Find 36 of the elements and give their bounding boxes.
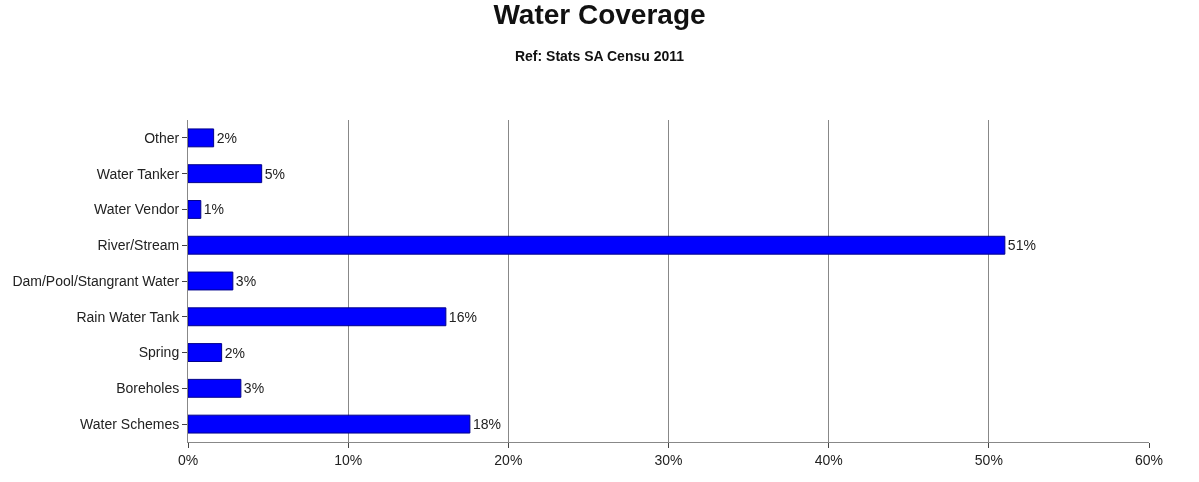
- data-label: 5%: [264, 165, 285, 182]
- bar: [188, 235, 1006, 255]
- data-label: 2%: [224, 344, 245, 361]
- x-tick-label: 20%: [494, 451, 523, 468]
- bar: [188, 271, 234, 291]
- x-tick-label: 0%: [177, 451, 199, 468]
- y-tick-label: Dam/Pool/Stangrant Water: [12, 272, 180, 289]
- data-label: 3%: [235, 273, 257, 289]
- bar: [188, 307, 447, 327]
- y-tick-label: Spring: [138, 344, 180, 361]
- bar: [188, 414, 471, 434]
- data-label: 2%: [216, 129, 237, 146]
- y-tick-label: Water Vendor: [94, 201, 180, 218]
- data-label: 1%: [203, 201, 225, 218]
- bar: [188, 343, 223, 362]
- x-tick-label: 50%: [974, 451, 1003, 468]
- data-label: 51%: [1007, 237, 1036, 254]
- bar: [188, 128, 215, 148]
- bar: [188, 378, 242, 398]
- x-tick-label: 40%: [814, 451, 843, 468]
- bar: [188, 164, 263, 184]
- y-tick-label: Rain Water Tank: [76, 308, 181, 325]
- data-label: 18%: [472, 416, 501, 433]
- y-tick-label: Other: [144, 129, 180, 146]
- data-label: 16%: [448, 308, 477, 325]
- x-tick-label: 10%: [334, 451, 363, 468]
- y-tick-label: Water Tanker: [96, 165, 180, 182]
- bar: [188, 200, 202, 219]
- chart-subtitle: Ref: Stats SA Censu 2011: [514, 47, 685, 64]
- x-tick-label: 60%: [1134, 451, 1164, 468]
- y-tick-label: Water Schemes: [80, 416, 180, 433]
- x-tick-label: 30%: [654, 451, 683, 468]
- chart-title: Water Coverage: [493, 0, 706, 31]
- y-tick-label: Boreholes: [116, 380, 180, 397]
- data-label: 3%: [243, 380, 265, 397]
- y-tick-label: River/Stream: [97, 237, 180, 254]
